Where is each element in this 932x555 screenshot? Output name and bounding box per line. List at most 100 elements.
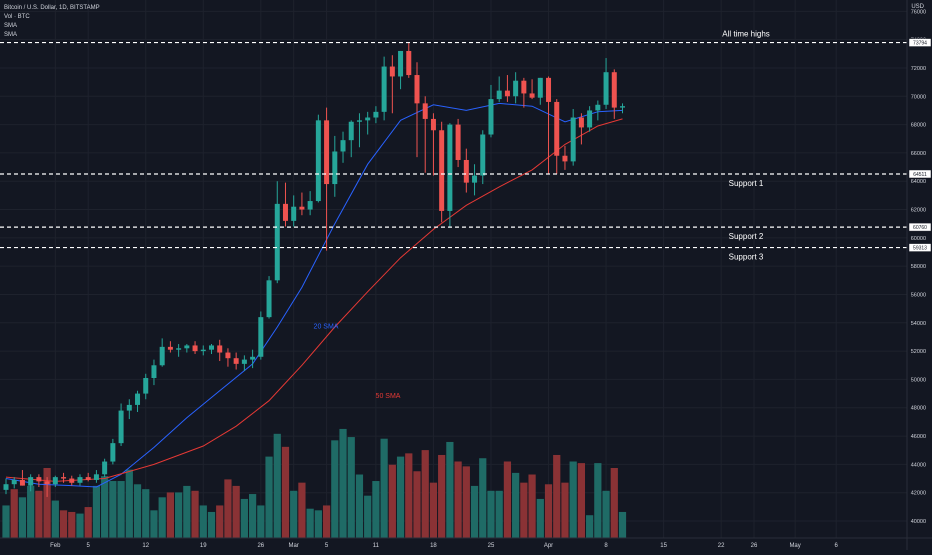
volume-bar	[577, 463, 586, 538]
volume-bar	[438, 454, 446, 538]
time-axis[interactable]: Feb 5 12 19 26 Mar 5 11 18 25 Apr 8 15 22 26 May 6	[0, 537, 932, 549]
candle-body	[69, 478, 75, 483]
candle-body	[225, 352, 231, 359]
volume-bar	[528, 474, 536, 538]
volume-bar	[125, 469, 133, 538]
y-tick-label: 40000	[911, 519, 926, 525]
candle-body	[620, 106, 625, 108]
candle-body	[77, 477, 83, 483]
volume-bar	[191, 490, 199, 538]
candle-body	[315, 120, 321, 202]
candle-body	[537, 77, 543, 98]
volume-bar	[240, 498, 248, 538]
y-tick-label: 48000	[911, 406, 926, 412]
candle-body	[365, 117, 371, 121]
x-tick-label: 26	[257, 543, 264, 549]
candle-body	[184, 345, 190, 349]
symbol-title[interactable]: Bitcoin / U.S. Dollar, 1D, BITSTAMP	[4, 5, 100, 11]
candle-body	[118, 410, 124, 444]
y-tick-label: 46000	[911, 434, 926, 440]
candle-body	[241, 359, 247, 364]
volume-bar	[92, 485, 101, 538]
volume-bar	[59, 510, 68, 538]
volume-bar	[298, 482, 306, 538]
candle-body	[307, 201, 313, 210]
volume-bar	[68, 511, 76, 538]
volume-bar	[216, 505, 224, 538]
volume-bar	[512, 472, 520, 538]
volume-bar	[51, 500, 59, 538]
chart-legend: Bitcoin / U.S. Dollar, 1D, BITSTAMP Vol …	[4, 4, 100, 40]
candle-body	[11, 479, 17, 485]
y-tick-label: 44000	[911, 462, 926, 468]
level-price-label: 59313	[913, 246, 927, 252]
volume-bar	[470, 485, 479, 538]
volume-bar	[396, 456, 405, 538]
price-axis[interactable]: 40000 42000 44000 46000 48000 50000 52000 54000…	[906, 0, 932, 550]
candle-body	[324, 120, 330, 185]
price-levels: All time highs Support 1 Support 2 Support …	[0, 30, 907, 262]
candle-body	[430, 118, 436, 131]
y-tick-label: 70000	[911, 94, 926, 100]
y-tick-label: 64000	[911, 179, 926, 185]
candle-body	[463, 159, 469, 183]
level-label: Support 3	[729, 253, 764, 262]
candle-body	[340, 140, 346, 152]
candle-body	[176, 348, 182, 350]
volume-bar	[331, 440, 339, 538]
sma-20-label: 20 SMA	[314, 323, 339, 330]
candle-body	[167, 346, 173, 350]
volume-bar	[84, 507, 92, 538]
x-tick-label: 11	[373, 543, 380, 549]
candle-body	[554, 101, 560, 156]
y-tick-label: 42000	[911, 491, 926, 497]
candle-body	[52, 477, 58, 485]
volume-bar	[413, 471, 421, 538]
candle-body	[480, 134, 486, 176]
candle-body	[595, 104, 601, 111]
candle-body	[19, 479, 25, 486]
x-tick-label: 15	[660, 543, 667, 549]
candle-body	[356, 120, 362, 122]
x-tick-label: 19	[200, 543, 207, 549]
candle-body	[36, 477, 42, 482]
volume-bar	[43, 468, 51, 538]
volume-bars	[2, 428, 627, 538]
x-tick-label: May	[789, 543, 800, 549]
grid	[0, 0, 907, 538]
sma-legend-1[interactable]: SMA	[4, 23, 18, 29]
volume-bar	[569, 461, 577, 538]
candle-body	[209, 345, 214, 350]
sma-legend-2[interactable]: SMA	[4, 32, 18, 38]
volume-bar	[232, 485, 240, 538]
volume-bar	[166, 492, 175, 538]
volume-bar	[602, 490, 610, 538]
candle-body	[126, 404, 132, 411]
candle-body	[299, 206, 305, 210]
candle-body	[455, 124, 461, 160]
volume-bar	[553, 454, 561, 538]
candle-body	[529, 93, 535, 98]
volume-bar	[561, 482, 569, 538]
candle-body	[570, 117, 576, 162]
volume-legend[interactable]: Vol · BTC	[4, 14, 30, 20]
volume-bar	[421, 450, 429, 538]
volume-bar	[133, 484, 142, 538]
y-tick-label: 62000	[911, 208, 926, 214]
volume-bar	[27, 485, 35, 538]
currency-label[interactable]: USD	[911, 4, 924, 10]
volume-bar	[109, 481, 117, 538]
candle-body	[291, 206, 297, 221]
volume-bar	[257, 505, 265, 538]
level-price-box	[908, 243, 932, 252]
y-tick-label: 56000	[911, 292, 926, 298]
candle-body	[578, 117, 584, 128]
volume-bar	[544, 484, 553, 538]
volume-bar	[347, 437, 355, 538]
candle-body	[93, 474, 99, 480]
y-tick-label: 54000	[911, 321, 926, 327]
x-tick-label: Mar	[289, 543, 299, 549]
volume-bar	[273, 433, 281, 538]
